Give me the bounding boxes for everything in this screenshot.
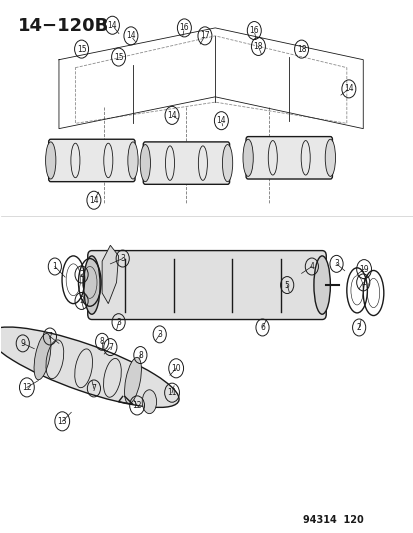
Ellipse shape (45, 142, 56, 179)
Text: 3: 3 (333, 260, 338, 268)
Text: 3: 3 (120, 254, 125, 263)
Text: 5: 5 (284, 280, 289, 289)
Text: 16: 16 (179, 23, 189, 33)
Text: 14: 14 (126, 31, 135, 41)
Text: 19: 19 (358, 265, 368, 273)
Text: 10: 10 (171, 364, 180, 373)
Text: 18: 18 (296, 45, 306, 54)
Text: 3: 3 (157, 330, 162, 339)
Ellipse shape (128, 142, 138, 179)
Text: 2: 2 (79, 270, 84, 279)
Ellipse shape (222, 144, 232, 182)
Text: 4: 4 (309, 262, 313, 271)
Text: 7: 7 (47, 332, 52, 341)
Text: 7: 7 (108, 343, 112, 352)
Text: 1: 1 (360, 278, 365, 287)
Ellipse shape (313, 256, 330, 314)
Text: 18: 18 (253, 42, 263, 51)
Text: 13: 13 (57, 417, 67, 426)
Text: 12: 12 (22, 383, 31, 392)
Ellipse shape (142, 390, 156, 414)
Text: 15: 15 (114, 53, 123, 62)
Text: 3: 3 (79, 296, 84, 305)
Ellipse shape (0, 327, 179, 407)
Ellipse shape (140, 144, 150, 182)
Text: 3: 3 (116, 318, 121, 327)
Text: 1: 1 (52, 262, 57, 271)
Ellipse shape (242, 139, 253, 176)
Text: 14: 14 (216, 116, 225, 125)
Text: 8: 8 (138, 351, 142, 360)
Text: 2: 2 (356, 323, 361, 332)
Text: 11: 11 (167, 388, 176, 397)
Ellipse shape (325, 139, 335, 176)
Text: 6: 6 (259, 323, 264, 332)
Ellipse shape (83, 256, 100, 314)
FancyBboxPatch shape (49, 139, 135, 182)
FancyBboxPatch shape (245, 136, 332, 179)
Ellipse shape (34, 334, 51, 380)
Text: 12: 12 (132, 401, 142, 410)
Text: 14−120B: 14−120B (18, 17, 109, 35)
Text: 9: 9 (20, 339, 25, 348)
Text: 14: 14 (167, 111, 176, 120)
FancyBboxPatch shape (143, 142, 229, 184)
Text: 14: 14 (89, 196, 98, 205)
Text: 15: 15 (76, 45, 86, 54)
Polygon shape (102, 245, 118, 304)
Text: 8: 8 (100, 337, 104, 346)
Ellipse shape (124, 357, 141, 403)
Text: 14: 14 (343, 84, 353, 93)
Text: 14: 14 (107, 21, 117, 30)
Text: 17: 17 (199, 31, 209, 41)
Text: 16: 16 (249, 26, 259, 35)
Text: 7: 7 (91, 384, 96, 393)
FancyBboxPatch shape (88, 251, 325, 319)
Text: 94314  120: 94314 120 (302, 515, 362, 525)
